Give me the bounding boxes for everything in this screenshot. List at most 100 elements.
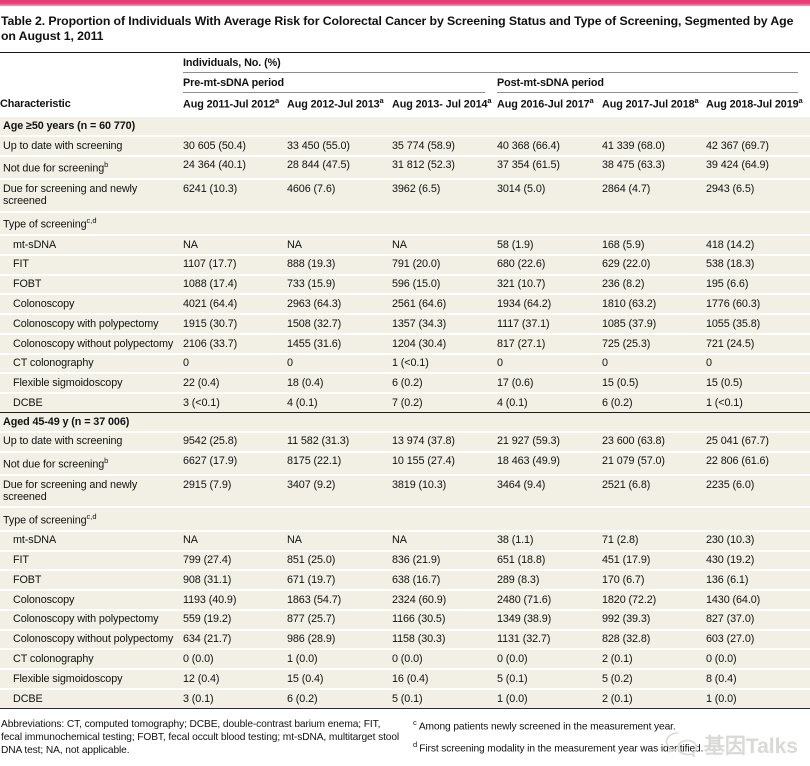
row-label: Not due for screeningb — [0, 154, 183, 180]
section-header-row: Aged 45-49 y (n = 37 006) — [0, 412, 810, 432]
table-cell: 21 079 (57.0) — [602, 450, 706, 475]
table-cell: 2235 (6.0) — [706, 473, 810, 508]
row-label: FOBT — [0, 273, 183, 295]
table-cell: 236 (8.2) — [602, 273, 706, 295]
table-cell: 1 (<0.1) — [706, 392, 810, 413]
row-label: Colonoscopy — [0, 293, 183, 315]
table-cell: 0 (0.0) — [183, 648, 287, 670]
table-cell: 41 339 (68.0) — [602, 135, 706, 156]
empty-header-cell — [0, 53, 183, 73]
table-cell: 33 450 (55.0) — [287, 135, 392, 156]
table-cell: 23 600 (63.8) — [602, 430, 706, 452]
footnote-marker: c,d — [86, 216, 97, 226]
table-row: FOBT 1088 (17.4) 733 (15.9) 596 (15.0) 321 (… — [0, 273, 810, 295]
table-cell: 22 806 (61.6) — [706, 450, 810, 475]
footnote-marker: c — [413, 717, 419, 727]
table-cell: 25 041 (67.7) — [706, 430, 810, 452]
row-label: CT colonography — [0, 648, 183, 670]
period-column-header: Aug 2017-Jul 2018a — [602, 92, 706, 117]
footnotes-left-column: Abbreviations: CT, computed tomography; … — [0, 718, 400, 766]
table-cell: 0 (0.0) — [706, 648, 810, 670]
table-cell: 0 — [602, 352, 706, 374]
table-cell: 418 (14.2) — [706, 234, 810, 255]
subsection-header-label: Type of screeningc,d — [0, 210, 810, 235]
table-cell: 1820 (72.2) — [602, 589, 706, 610]
row-label: FIT — [0, 549, 183, 571]
table-cell: 6 (0.2) — [287, 687, 392, 709]
table-cell: 6241 (10.3) — [183, 178, 287, 212]
table-cell: 6 (0.2) — [602, 392, 706, 413]
footnote-marker: a — [379, 95, 384, 105]
table-cell: 1055 (35.8) — [706, 313, 810, 334]
table-cell: 5 (0.2) — [602, 668, 706, 689]
table-cell: 827 (37.0) — [706, 608, 810, 630]
table-cell: 877 (25.7) — [287, 608, 392, 630]
table-cell: 1204 (30.4) — [392, 332, 497, 354]
table-cell: 8 (0.4) — [706, 668, 810, 689]
table-title: Table 2. Proportion of Individuals With … — [0, 6, 810, 53]
table-cell: 58 (1.9) — [497, 234, 602, 255]
footnote-marker: a — [487, 95, 492, 105]
row-label: Flexible sigmoidoscopy — [0, 668, 183, 689]
table-cell: 2480 (71.6) — [497, 589, 602, 610]
table-cell: 168 (5.9) — [602, 234, 706, 255]
table-cell: 170 (6.7) — [602, 569, 706, 591]
row-label: Up to date with screening — [0, 135, 183, 156]
table-row: Not due for screeningb 24 364 (40.1) 28 84… — [0, 154, 810, 180]
table-cell: 5 (0.1) — [497, 668, 602, 689]
table-row: mt-sDNA NA NA NA 38 (1.1) 71 (2.8) 230 (10.3) — [0, 529, 810, 551]
table-cell: 4 (0.1) — [287, 392, 392, 413]
table-cell: 2561 (64.6) — [392, 293, 497, 315]
row-label: Up to date with screening — [0, 430, 183, 452]
table-cell: 634 (21.7) — [183, 628, 287, 650]
table-cell: NA — [287, 529, 392, 551]
table-cell: 37 354 (61.5) — [497, 154, 602, 180]
table-cell: 9542 (25.8) — [183, 430, 287, 452]
table-cell: 1117 (37.1) — [497, 313, 602, 334]
table-cell: 38 (1.1) — [497, 529, 602, 551]
table-cell: 992 (39.3) — [602, 608, 706, 630]
table-cell: 1357 (34.3) — [392, 313, 497, 334]
table-cell: 791 (20.0) — [392, 253, 497, 275]
table-cell: 0 — [497, 352, 602, 374]
individuals-spanner-row: Individuals, No. (%) — [0, 53, 810, 73]
period-column-header: Aug 2011-Jul 2012a — [183, 92, 287, 117]
individuals-label: Individuals, No. (%) — [183, 53, 799, 73]
subsection-header-row: Type of screeningc,d — [0, 506, 810, 531]
table-cell: 721 (24.5) — [706, 332, 810, 354]
table-row: mt-sDNA NA NA NA 58 (1.9) 168 (5.9) 418 (14.2) — [0, 234, 810, 255]
table-cell: 1863 (54.7) — [287, 589, 392, 610]
table-cell: 38 475 (63.3) — [602, 154, 706, 180]
table-cell: 725 (25.3) — [602, 332, 706, 354]
table-cell: 18 463 (49.9) — [497, 450, 602, 475]
table-cell: 18 (0.4) — [287, 372, 392, 394]
table-cell: 1158 (30.3) — [392, 628, 497, 650]
table-row: Due for screening and newly screened 2915… — [0, 473, 810, 508]
table-cell: 1 (0.0) — [497, 687, 602, 709]
table-cell: 603 (27.0) — [706, 628, 810, 650]
table-cell: 11 582 (31.3) — [287, 430, 392, 452]
characteristic-header: Characteristic — [0, 92, 183, 117]
table-cell: 21 927 (59.3) — [497, 430, 602, 452]
subsection-header-label: Type of screeningc,d — [0, 506, 810, 531]
row-label: Colonoscopy with polypectomy — [0, 313, 183, 334]
row-label: mt-sDNA — [0, 234, 183, 255]
watermark: 基因Talks — [665, 730, 798, 760]
footnote-marker: a — [798, 95, 803, 105]
table-cell: 2521 (6.8) — [602, 473, 706, 508]
table-cell: NA — [392, 234, 497, 255]
table-row: Colonoscopy without polypectomy 634 (21.7… — [0, 628, 810, 650]
table-cell: 16 (0.4) — [392, 668, 497, 689]
post-period-label: Post-mt-sDNA period — [497, 73, 799, 93]
table-cell: 3962 (6.5) — [392, 178, 497, 212]
table-cell: 1 (0.0) — [706, 687, 810, 709]
section-header-label: Aged 45-49 y (n = 37 006) — [0, 412, 810, 432]
table-cell: 1508 (32.7) — [287, 313, 392, 334]
table-cell: 1915 (30.7) — [183, 313, 287, 334]
table-cell: 2963 (64.3) — [287, 293, 392, 315]
table-cell: 1166 (30.5) — [392, 608, 497, 630]
table-cell: 1 (0.0) — [287, 648, 392, 670]
table-row: Flexible sigmoidoscopy 22 (0.4) 18 (0.4) 6 … — [0, 372, 810, 394]
table-cell: 1776 (60.3) — [706, 293, 810, 315]
table-row: Colonoscopy without polypectomy 2106 (33.… — [0, 332, 810, 354]
